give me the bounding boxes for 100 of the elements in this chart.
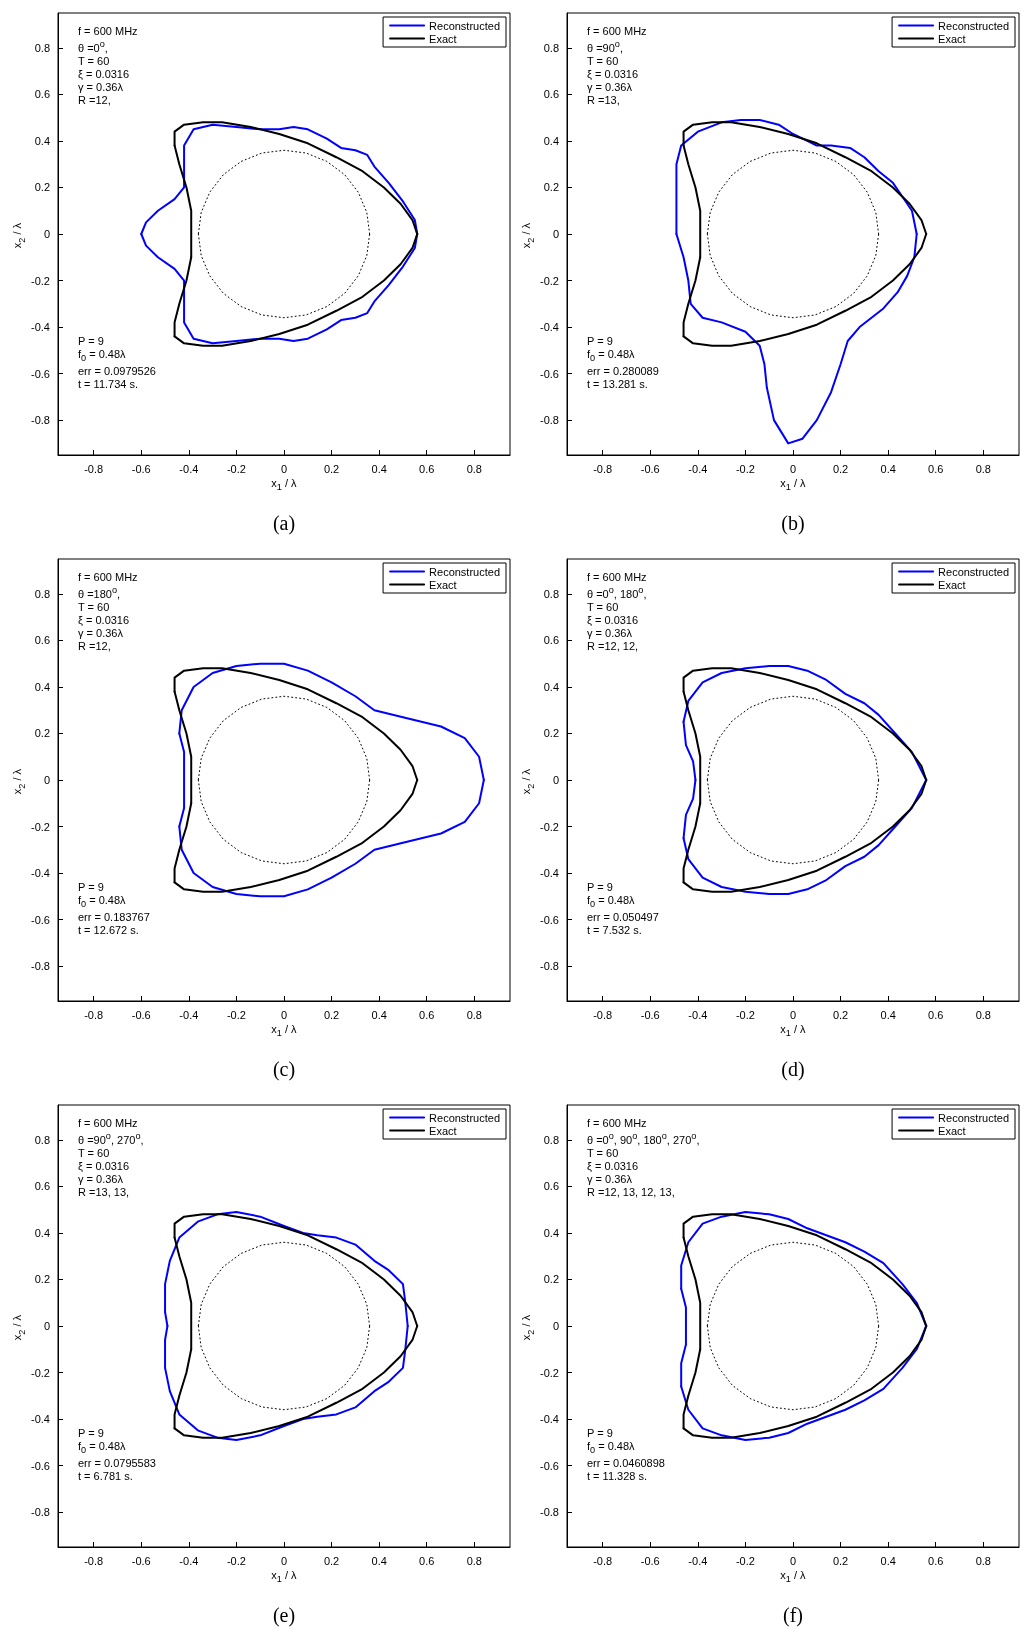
annotation: f$_{0}$ = 0.48λ xyxy=(587,348,636,366)
x-tick-label: 0 xyxy=(789,1554,797,1567)
annotation: err = 0.183767 xyxy=(78,911,150,925)
text: (d) xyxy=(780,1057,806,1081)
x-tick-label: -0.4 xyxy=(179,462,199,475)
x-tick-label: 0.2 xyxy=(832,1554,849,1567)
legend-label: Reconstructed xyxy=(938,1111,1010,1124)
x-tick-label: 0.4 xyxy=(371,462,387,475)
annotation: err = 0.0795583 xyxy=(78,1457,156,1471)
annotation: err = 0.0460898 xyxy=(587,1457,665,1471)
x-tick-label: 0.4 xyxy=(371,1554,387,1567)
y-tick-label: 0.4 xyxy=(543,1226,559,1239)
annotation: t = 12.672 s. xyxy=(78,924,140,938)
y-tick-label: -0.2 xyxy=(540,820,559,833)
x-tick-label: -0.2 xyxy=(735,1554,755,1567)
x-tick-label: -0.8 xyxy=(593,462,613,475)
y-tick-label: -0.8 xyxy=(540,1506,559,1519)
annotation: f = 600 MHz xyxy=(78,25,138,38)
annotation: f = 600 MHz xyxy=(587,571,647,584)
y-tick-label: 0.8 xyxy=(543,1133,559,1146)
y-tick-label: -0.4 xyxy=(540,1413,559,1426)
annotation: T = 60 xyxy=(587,1146,620,1160)
y-tick-label: 0.4 xyxy=(34,680,50,693)
annotation: γ = 0.36λ xyxy=(78,626,124,640)
annotation: P = 9 xyxy=(587,1427,614,1440)
annotation: P = 9 xyxy=(587,881,614,894)
annotation: err = 0.280089 xyxy=(587,365,659,379)
x-axis-title: x$_{1}$ / λ xyxy=(779,1023,807,1041)
y-tick-label: -0.2 xyxy=(31,1366,50,1379)
y-tick-label: -0.8 xyxy=(31,1506,50,1519)
annotation: f$_{0}$ = 0.48λ xyxy=(78,894,127,912)
annotation: γ = 0.36λ xyxy=(587,1172,633,1186)
y-tick-label: -0.6 xyxy=(31,1459,50,1472)
annotation: ξ = 0.0316 xyxy=(587,613,640,627)
y-tick-label: 0.8 xyxy=(543,41,559,54)
text: θ =0$^{o}$, 90$^{o}$, 180$^{o}$, 270$^{o}$, xyxy=(587,1131,700,1146)
annotation: θ =90$^{o}$, xyxy=(587,38,624,55)
text: (a) xyxy=(271,511,297,535)
y-tick-label: -0.6 xyxy=(31,913,50,926)
x-tick-label: -0.2 xyxy=(226,1008,246,1021)
annotation: f = 600 MHz xyxy=(78,1117,139,1130)
y-tick-label: -0.6 xyxy=(31,367,50,380)
annotation: T = 60 xyxy=(587,54,620,68)
annotation: ξ = 0.0316 xyxy=(78,67,131,81)
x-tick-label: -0.2 xyxy=(226,462,246,475)
x-tick-label: 0.4 xyxy=(371,1008,387,1021)
y-tick-label: -0.8 xyxy=(31,960,50,973)
y-tick-label: 0.6 xyxy=(34,88,50,101)
annotation: R =12, 13, 12, 13, xyxy=(587,1185,676,1199)
x-axis-title: x$_{1}$ / λ xyxy=(779,1569,807,1587)
x-tick-label: 0.8 xyxy=(975,1008,991,1021)
annotation: P = 9 xyxy=(78,881,105,894)
legend-label: Exact xyxy=(938,578,966,591)
legend-label: Exact xyxy=(938,32,966,45)
x-tick-label: -0.8 xyxy=(84,1008,104,1021)
annotation: ξ = 0.0316 xyxy=(587,67,640,81)
annotation: f$_{0}$ = 0.48λ xyxy=(78,348,127,366)
y-tick-label: 0.8 xyxy=(34,587,50,600)
annotation: T = 60 xyxy=(587,600,620,614)
y-tick-label: 0.2 xyxy=(34,727,50,740)
y-tick-label: 0.2 xyxy=(543,1273,559,1286)
x-tick-label: 0.6 xyxy=(928,1554,944,1567)
x-tick-label: 0.2 xyxy=(323,1008,340,1021)
x-tick-label: 0.8 xyxy=(975,462,991,475)
x-tick-label: 0 xyxy=(789,1008,797,1021)
y-tick-label: -0.2 xyxy=(540,1366,559,1379)
annotation: ξ = 0.0316 xyxy=(587,1159,640,1173)
annotation: R =13, 13, xyxy=(78,1185,131,1199)
x-tick-label: -0.6 xyxy=(640,1554,660,1567)
y-tick-label: -0.4 xyxy=(540,321,559,334)
x-tick-label: -0.8 xyxy=(84,1554,104,1567)
annotation: P = 9 xyxy=(78,1427,105,1440)
annotation: f = 600 MHz xyxy=(587,1117,648,1130)
x-tick-label: -0.8 xyxy=(84,462,104,475)
x-tick-label: -0.6 xyxy=(131,462,151,475)
x-tick-label: 0.4 xyxy=(880,1554,896,1567)
annotation: t = 6.781 s. xyxy=(78,1470,134,1484)
legend-label: Exact xyxy=(938,1124,966,1137)
annotation: T = 60 xyxy=(78,600,111,614)
annotation: P = 9 xyxy=(78,335,105,348)
x-tick-label: -0.8 xyxy=(593,1008,613,1021)
annotation: θ =180$^{o}$, xyxy=(78,584,122,601)
annotation: ξ = 0.0316 xyxy=(78,1159,131,1173)
text: (e) xyxy=(271,1603,297,1627)
y-tick-label: -0.4 xyxy=(540,867,559,880)
y-tick-label: 0.2 xyxy=(34,181,50,194)
x-axis-title: x$_{1}$ / λ xyxy=(270,1569,298,1587)
y-tick-label: -0.8 xyxy=(540,414,559,427)
y-tick-label: 0 xyxy=(552,1320,559,1332)
x-tick-label: -0.6 xyxy=(640,462,660,475)
annotation: γ = 0.36λ xyxy=(587,80,633,94)
legend-label: Reconstructed xyxy=(429,1111,501,1124)
x-tick-label: 0.2 xyxy=(323,462,340,475)
x-tick-label: -0.2 xyxy=(226,1554,246,1567)
x-tick-label: 0 xyxy=(789,462,797,475)
x-tick-label: 0 xyxy=(280,462,288,475)
legend-label: Reconstructed xyxy=(938,19,1010,32)
y-tick-label: 0.8 xyxy=(34,41,50,54)
annotation: γ = 0.36λ xyxy=(587,626,633,640)
annotation: θ =90$^{o}$, 270$^{o}$, xyxy=(78,1130,144,1147)
